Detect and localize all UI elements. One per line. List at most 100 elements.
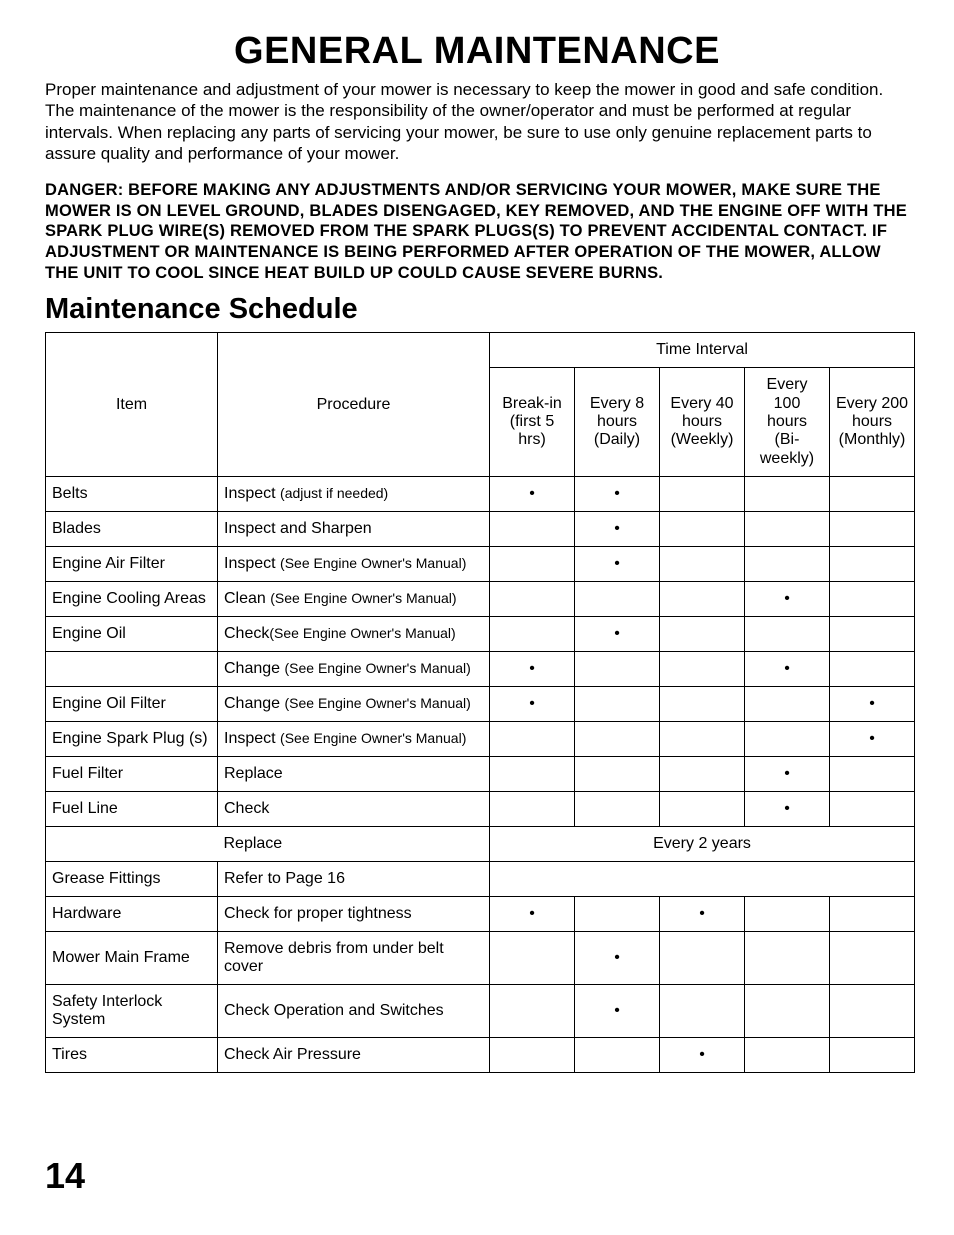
cell-interval-mark: [660, 932, 745, 985]
table-row: BladesInspect and Sharpen•: [46, 512, 915, 547]
cell-interval-mark: •: [490, 687, 575, 722]
interval-header: Every 100 hours (Bi-weekly): [745, 368, 830, 477]
cell-interval-mark: [660, 722, 745, 757]
cell-item: Engine Oil Filter: [46, 687, 218, 722]
col-header-item: Item: [46, 333, 218, 477]
cell-interval-mark: [575, 1038, 660, 1073]
cell-interval-mark: [490, 757, 575, 792]
cell-interval-mark: [660, 477, 745, 512]
cell-interval-mark: •: [745, 582, 830, 617]
interval-header: Every 8 hours (Daily): [575, 368, 660, 477]
cell-procedure: Inspect (adjust if needed): [218, 477, 490, 512]
cell-interval-mark: •: [575, 512, 660, 547]
cell-interval-mark: [575, 687, 660, 722]
cell-interval-mark: [745, 722, 830, 757]
cell-procedure: Replace: [218, 827, 490, 862]
cell-item: Engine Spark Plug (s): [46, 722, 218, 757]
cell-interval-blank: [490, 862, 915, 897]
cell-interval-mark: [490, 512, 575, 547]
table-row: Engine Oil FilterChange (See Engine Owne…: [46, 687, 915, 722]
cell-procedure: Change (See Engine Owner's Manual): [218, 652, 490, 687]
cell-item: Fuel Filter: [46, 757, 218, 792]
maintenance-table: Item Procedure Time Interval Break-in (f…: [45, 332, 915, 1073]
cell-interval-mark: [490, 985, 575, 1038]
cell-interval-note: Every 2 years: [490, 827, 915, 862]
cell-interval-mark: [830, 617, 915, 652]
cell-interval-mark: [830, 477, 915, 512]
cell-interval-mark: •: [830, 722, 915, 757]
cell-interval-mark: [490, 582, 575, 617]
table-row: Mower Main FrameRemove debris from under…: [46, 932, 915, 985]
danger-warning: DANGER: BEFORE MAKING ANY ADJUSTMENTS AN…: [45, 180, 909, 283]
cell-interval-mark: [490, 792, 575, 827]
table-row: ReplaceEvery 2 years: [46, 827, 915, 862]
section-heading: Maintenance Schedule: [45, 293, 909, 326]
cell-interval-mark: [660, 792, 745, 827]
table-head: Item Procedure Time Interval Break-in (f…: [46, 333, 915, 477]
cell-interval-mark: [745, 547, 830, 582]
cell-interval-mark: •: [745, 757, 830, 792]
table-row: Engine Spark Plug (s)Inspect (See Engine…: [46, 722, 915, 757]
table-row: Safety Interlock SystemCheck Operation a…: [46, 985, 915, 1038]
interval-header: Every 40 hours (Weekly): [660, 368, 745, 477]
cell-interval-mark: [660, 652, 745, 687]
cell-interval-mark: [745, 932, 830, 985]
table-row: Engine OilCheck(See Engine Owner's Manua…: [46, 617, 915, 652]
intro-paragraph: Proper maintenance and adjustment of you…: [45, 79, 909, 164]
cell-item: Engine Oil: [46, 617, 218, 652]
cell-interval-mark: [660, 617, 745, 652]
cell-interval-mark: [830, 757, 915, 792]
cell-procedure: Change (See Engine Owner's Manual): [218, 687, 490, 722]
cell-interval-mark: [660, 582, 745, 617]
table-body: BeltsInspect (adjust if needed)••BladesI…: [46, 477, 915, 1073]
cell-interval-mark: [660, 687, 745, 722]
interval-header: Break-in (first 5 hrs): [490, 368, 575, 477]
table-row: BeltsInspect (adjust if needed)••: [46, 477, 915, 512]
cell-interval-mark: [490, 617, 575, 652]
cell-interval-mark: •: [830, 687, 915, 722]
table-row: TiresCheck Air Pressure•: [46, 1038, 915, 1073]
cell-interval-mark: [830, 512, 915, 547]
cell-interval-mark: [830, 897, 915, 932]
cell-interval-mark: [830, 985, 915, 1038]
cell-procedure: Check for proper tightness: [218, 897, 490, 932]
cell-interval-mark: •: [575, 547, 660, 582]
table-row: Fuel LineCheck•: [46, 792, 915, 827]
cell-interval-mark: •: [575, 617, 660, 652]
cell-procedure: Inspect (See Engine Owner's Manual): [218, 722, 490, 757]
cell-procedure: Clean (See Engine Owner's Manual): [218, 582, 490, 617]
cell-interval-mark: [745, 687, 830, 722]
cell-item: Hardware: [46, 897, 218, 932]
cell-interval-mark: •: [575, 477, 660, 512]
cell-item: [46, 827, 218, 862]
cell-procedure: Refer to Page 16: [218, 862, 490, 897]
cell-interval-mark: [830, 932, 915, 985]
cell-interval-mark: [745, 617, 830, 652]
cell-interval-mark: [745, 1038, 830, 1073]
cell-interval-mark: [490, 547, 575, 582]
cell-item: Belts: [46, 477, 218, 512]
cell-item: Mower Main Frame: [46, 932, 218, 985]
cell-item: Fuel Line: [46, 792, 218, 827]
cell-interval-mark: [575, 722, 660, 757]
cell-interval-mark: •: [490, 652, 575, 687]
cell-interval-mark: •: [490, 477, 575, 512]
cell-item: Tires: [46, 1038, 218, 1073]
cell-interval-mark: [745, 512, 830, 547]
cell-interval-mark: [660, 757, 745, 792]
cell-procedure: Check(See Engine Owner's Manual): [218, 617, 490, 652]
page-number: 14: [45, 1155, 85, 1197]
cell-item: Engine Air Filter: [46, 547, 218, 582]
cell-item: [46, 652, 218, 687]
cell-item: Engine Cooling Areas: [46, 582, 218, 617]
cell-procedure: Replace: [218, 757, 490, 792]
interval-header: Every 200 hours (Monthly): [830, 368, 915, 477]
cell-interval-mark: [660, 547, 745, 582]
cell-interval-mark: [745, 477, 830, 512]
cell-interval-mark: •: [660, 1038, 745, 1073]
table-row: Engine Air FilterInspect (See Engine Own…: [46, 547, 915, 582]
cell-procedure: Inspect and Sharpen: [218, 512, 490, 547]
col-header-time-interval: Time Interval: [490, 333, 915, 368]
cell-item: Grease Fittings: [46, 862, 218, 897]
cell-interval-mark: •: [660, 897, 745, 932]
